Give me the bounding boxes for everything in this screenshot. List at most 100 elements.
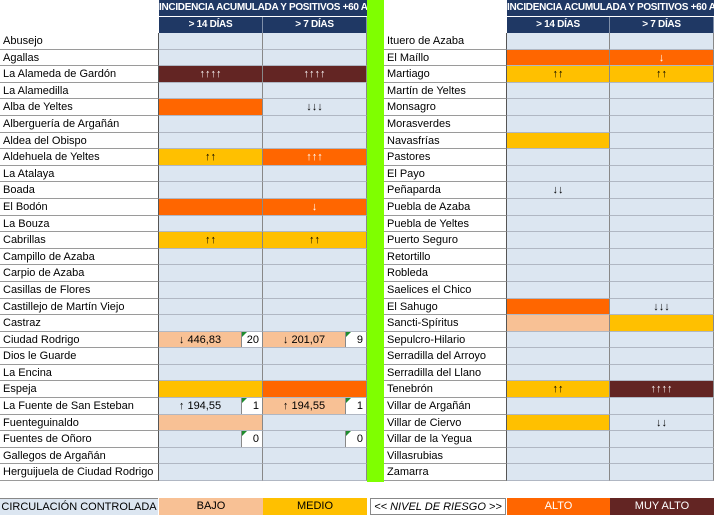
table-row: Ituero de Azaba [384, 33, 714, 50]
municipality-name: Ituero de Azaba [384, 33, 507, 50]
cell-7-days [610, 248, 714, 266]
cell-14-days [159, 265, 263, 282]
cell-7-days [263, 381, 367, 399]
table-row: Sancti-Spíritus [384, 315, 714, 332]
table-row: Zamarra [384, 464, 714, 482]
risk-trend: ↑ 194,55 [282, 400, 326, 413]
table-row: El Payo [384, 165, 714, 183]
table-row: Puerto Seguro [384, 232, 714, 249]
risk-trend [610, 431, 713, 447]
municipality-name: Ciudad Rodrigo [0, 331, 159, 349]
risk-trend [159, 166, 262, 182]
cell-7-days [263, 298, 367, 316]
risk-trend [507, 99, 609, 115]
table-row: La Alamedilla [0, 82, 367, 100]
risk-trend [507, 83, 609, 99]
risk-trend [507, 415, 609, 431]
municipality-name: Villar de Argañán [384, 398, 507, 415]
municipality-name: Puebla de Azaba [384, 198, 507, 216]
risk-trend [159, 415, 262, 431]
table-row: Dios le Guarde [0, 348, 367, 365]
table-row: El Bodón ↓ [0, 198, 367, 216]
risk-trend [507, 249, 609, 265]
cell-14-days [507, 132, 610, 150]
cell-14-days [159, 49, 263, 67]
risk-trend [507, 133, 609, 149]
left-table: Abusejo Agallas La Alameda de Gardón ↑↑↑↑ ↑↑… [0, 33, 367, 482]
risk-trend [263, 33, 366, 49]
table-row: Peñaparda ↓↓ [384, 182, 714, 199]
risk-trend [263, 365, 366, 381]
municipality-name: Dios le Guarde [0, 348, 159, 365]
risk-trend [610, 83, 713, 99]
risk-trend: ↑↑ [205, 151, 216, 164]
legend-nivel-de-riesgo: << NIVEL DE RIESGO >> [370, 498, 506, 515]
cell-7-days: ↓ [263, 198, 367, 216]
legend-controlada: CIRCULACIÓN CONTROLADA [0, 498, 158, 515]
cell-7-days [263, 248, 367, 266]
risk-trend [159, 83, 262, 99]
positive-count: 0 [345, 431, 366, 447]
municipality-name: Martiago [384, 66, 507, 83]
table-row: Aldea del Obispo [0, 132, 367, 150]
legend-alto: ALTO [507, 498, 610, 515]
risk-trend [507, 348, 609, 364]
municipality-name: Navasfrías [384, 132, 507, 150]
cell-7-days [610, 149, 714, 166]
cell-14-days [159, 115, 263, 133]
cell-14-days [507, 281, 610, 299]
table-row: Alberguería de Argañán [0, 115, 367, 133]
cell-7-days: 0 [263, 431, 367, 448]
risk-trend [507, 332, 609, 348]
table-row: Fuenteguinaldo [0, 414, 367, 432]
risk-trend [610, 282, 713, 298]
cell-14-days [159, 464, 263, 482]
cell-7-days [610, 198, 714, 216]
cell-14-days [507, 315, 610, 332]
cell-14-days [159, 82, 263, 100]
municipality-name: Campillo de Azaba [0, 248, 159, 266]
cell-14-days [507, 464, 610, 482]
table-row: Robleda [384, 265, 714, 282]
cell-14-days [159, 414, 263, 432]
risk-trend [263, 381, 366, 397]
risk-trend: ↑↑ [552, 68, 564, 81]
risk-trend [159, 365, 262, 381]
table-row: Martín de Yeltes [384, 82, 714, 100]
cell-14-days [507, 331, 610, 349]
risk-trend [610, 398, 713, 414]
cell-7-days [610, 82, 714, 100]
table-row: Martiago ↑↑ ↑↑ [384, 66, 714, 83]
risk-trend [263, 464, 366, 480]
cell-14-days [507, 398, 610, 415]
municipality-name: Fuenteguinaldo [0, 414, 159, 432]
table-row: Espeja [0, 381, 367, 399]
table-row: Tenebrón ↑↑ ↑↑↑↑ [384, 381, 714, 399]
risk-trend [263, 182, 366, 198]
risk-trend [507, 265, 609, 281]
right-table: Ituero de Azaba El Maíllo ↓ Martiago ↑↑ ↑↑ Mar… [384, 33, 714, 482]
cell-14-days [159, 198, 263, 216]
table-row: Saelices el Chico [384, 281, 714, 299]
risk-trend [159, 299, 262, 315]
risk-trend [507, 398, 609, 414]
table-row: Morasverdes [384, 115, 714, 133]
cell-14-days [507, 414, 610, 432]
risk-trend [159, 431, 241, 447]
table-row: Villasrubias [384, 447, 714, 465]
municipality-name: La Bouza [0, 215, 159, 233]
cell-7-days [610, 331, 714, 349]
table-row: Fuentes de Oñoro 0 0 [0, 431, 367, 448]
cell-14-days: ↑↑ [507, 381, 610, 399]
risk-trend [159, 315, 262, 331]
municipality-name: Alberguería de Argañán [0, 115, 159, 133]
municipality-name: Cabrillas [0, 232, 159, 249]
municipality-name: Villar de Ciervo [384, 414, 507, 432]
table-row: Puebla de Azaba [384, 198, 714, 216]
risk-trend [263, 348, 366, 364]
cell-14-days [507, 348, 610, 365]
cell-7-days: ↑↑↑ [263, 149, 367, 166]
cell-7-days [263, 414, 367, 432]
risk-trend [159, 216, 262, 232]
cell-14-days [507, 248, 610, 266]
